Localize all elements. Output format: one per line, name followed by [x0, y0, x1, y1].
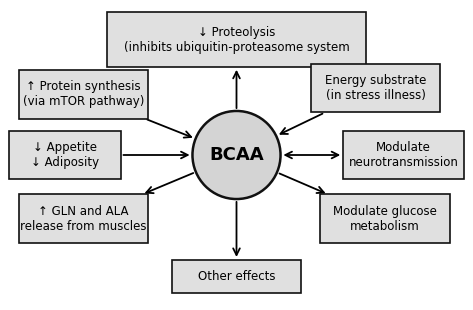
Text: Energy substrate
(in stress illness): Energy substrate (in stress illness): [325, 74, 426, 102]
Text: Other effects: Other effects: [198, 270, 275, 283]
Text: ↓ Appetite
↓ Adiposity: ↓ Appetite ↓ Adiposity: [31, 141, 99, 169]
FancyBboxPatch shape: [18, 70, 149, 118]
Text: ↑ GLN and ALA
release from muscles: ↑ GLN and ALA release from muscles: [20, 205, 147, 233]
FancyBboxPatch shape: [311, 64, 440, 113]
FancyBboxPatch shape: [320, 194, 450, 243]
FancyBboxPatch shape: [107, 12, 366, 67]
Text: ↓ Proteolysis
(inhibits ubiquitin-proteasome system: ↓ Proteolysis (inhibits ubiquitin-protea…: [123, 25, 350, 54]
Text: Modulate
neurotransmission: Modulate neurotransmission: [349, 141, 458, 169]
FancyBboxPatch shape: [9, 131, 121, 179]
Ellipse shape: [193, 111, 280, 199]
Text: BCAA: BCAA: [209, 146, 264, 164]
Text: Modulate glucose
metabolism: Modulate glucose metabolism: [333, 205, 437, 233]
Text: ↑ Protein synthesis
(via mTOR pathway): ↑ Protein synthesis (via mTOR pathway): [23, 80, 144, 108]
FancyBboxPatch shape: [18, 194, 149, 243]
FancyBboxPatch shape: [172, 260, 301, 293]
FancyBboxPatch shape: [343, 131, 464, 179]
